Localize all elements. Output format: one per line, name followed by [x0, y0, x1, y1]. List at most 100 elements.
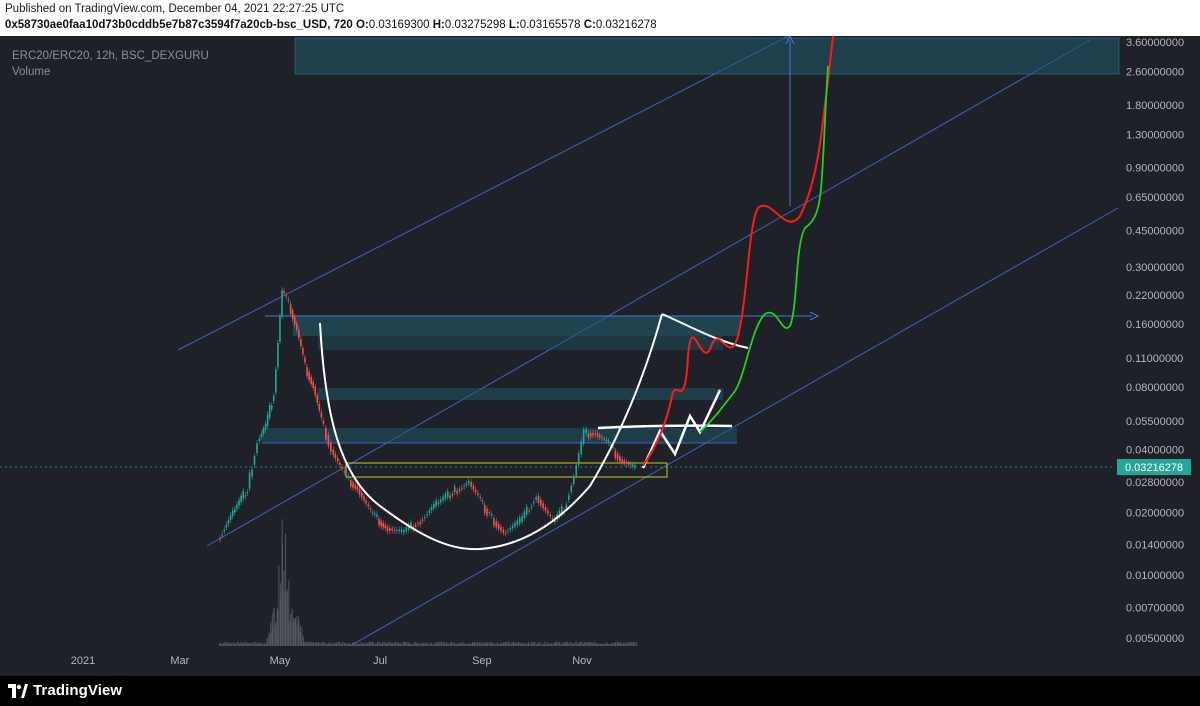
volume-bar [529, 643, 531, 646]
volume-bar [409, 643, 411, 646]
volume-bar [547, 642, 549, 646]
volume-bar [552, 644, 554, 646]
volume-bar [291, 608, 293, 646]
resistance-zone-mid[interactable] [318, 336, 723, 350]
handle-line[interactable] [661, 313, 749, 349]
candle-body [231, 510, 234, 517]
volume-bar [580, 642, 582, 646]
candle-body [594, 433, 597, 435]
volume-bar [255, 641, 257, 646]
volume-bar [335, 643, 337, 646]
candle-body [560, 506, 563, 514]
breakout-line[interactable] [597, 424, 733, 430]
volume-bar [311, 641, 313, 646]
channel-middle-line[interactable] [206, 39, 1091, 547]
volume-bar [537, 642, 539, 646]
candle-body [293, 316, 296, 325]
volume-bar [444, 641, 446, 646]
candle-body [461, 487, 463, 489]
volume-bar [229, 644, 231, 646]
candle-body [419, 521, 422, 525]
volume-bar [321, 643, 323, 646]
volume-bar [468, 644, 470, 646]
volume-bar [339, 642, 341, 646]
yellow-consolidation-box[interactable] [345, 462, 668, 478]
volume-bar [427, 644, 429, 646]
projection-red-path[interactable] [642, 36, 834, 467]
volume-bar [465, 644, 467, 646]
volume-bar [519, 643, 521, 646]
volume-bar [585, 642, 587, 646]
volume-bar [504, 642, 507, 646]
candle-body [393, 529, 396, 531]
volume-bar [252, 643, 254, 646]
cup-curve[interactable] [319, 313, 663, 551]
volume-bar [470, 643, 472, 646]
price-axis[interactable]: 3.60000000 2.60000000 1.80000000 1.30000000… [1126, 37, 1184, 645]
volume-bar [275, 622, 277, 646]
tradingview-logo[interactable]: TradingView [8, 682, 122, 699]
candle-body [358, 488, 361, 495]
candle-body [516, 520, 519, 526]
chart-canvas[interactable]: 3.60000000 2.60000000 1.80000000 1.30000000… [0, 36, 1200, 676]
candle-body [396, 529, 398, 531]
price-tick-label: 0.30000000 [1126, 262, 1184, 274]
volume-bar [393, 644, 395, 646]
target-zone[interactable] [294, 37, 1120, 75]
candle-body [236, 504, 238, 510]
channel-lower-line[interactable] [349, 207, 1119, 647]
projection-green-path[interactable] [699, 65, 829, 433]
volume-bar [398, 642, 400, 646]
zigzag-line[interactable] [641, 389, 722, 469]
candle-body [322, 420, 325, 424]
channel-upper-line[interactable] [177, 36, 800, 351]
volume-bar [234, 643, 236, 646]
candle-body [493, 518, 495, 526]
volume-bar [445, 642, 447, 646]
resistance-zone-low[interactable] [318, 388, 723, 400]
volume-bar [463, 644, 466, 646]
volume-bar [230, 643, 232, 646]
volume-bar [247, 643, 249, 646]
volume-bar [263, 644, 265, 646]
candle-body [616, 453, 619, 460]
volume-bar [411, 644, 413, 646]
resistance-zone-high[interactable] [293, 316, 740, 336]
volume-bar [560, 644, 562, 646]
candle-body [221, 534, 223, 536]
time-axis[interactable]: 2021 Mar May Jul Sep Nov [71, 655, 593, 667]
candle-body [386, 527, 389, 532]
candle-body [435, 500, 437, 507]
candle-body [363, 496, 365, 501]
candle-body [283, 291, 285, 294]
volume-bar [490, 642, 492, 646]
candle-body [514, 522, 516, 527]
volume-bar [511, 641, 513, 646]
candle-body [382, 522, 385, 528]
volume-bar [426, 643, 428, 646]
candle-body [525, 506, 528, 515]
volume-bar [491, 642, 493, 646]
volume-bar [480, 642, 482, 646]
volume-bar [237, 641, 239, 646]
volume-bar [572, 643, 574, 646]
candle-body [468, 480, 470, 484]
low-label: L: [508, 19, 520, 31]
volume-bar [481, 643, 484, 646]
volume-bar [490, 644, 492, 646]
price-tick-label: 0.65000000 [1126, 192, 1184, 204]
volume-bar [270, 622, 272, 646]
candle-body [246, 491, 249, 493]
candle-body [433, 503, 435, 509]
candle-body [477, 493, 479, 496]
volume-bar [381, 641, 383, 646]
price-tick-label: 3.60000000 [1126, 37, 1184, 49]
volume-bar [499, 643, 502, 646]
volume-bar [437, 641, 439, 646]
candle-body [521, 516, 523, 522]
candle-body [244, 495, 247, 497]
volume-bar [544, 641, 546, 646]
chart-pane[interactable]: 3.60000000 2.60000000 1.80000000 1.30000000… [0, 36, 1200, 676]
volume-bar [501, 644, 503, 646]
volume-bar [386, 644, 388, 646]
